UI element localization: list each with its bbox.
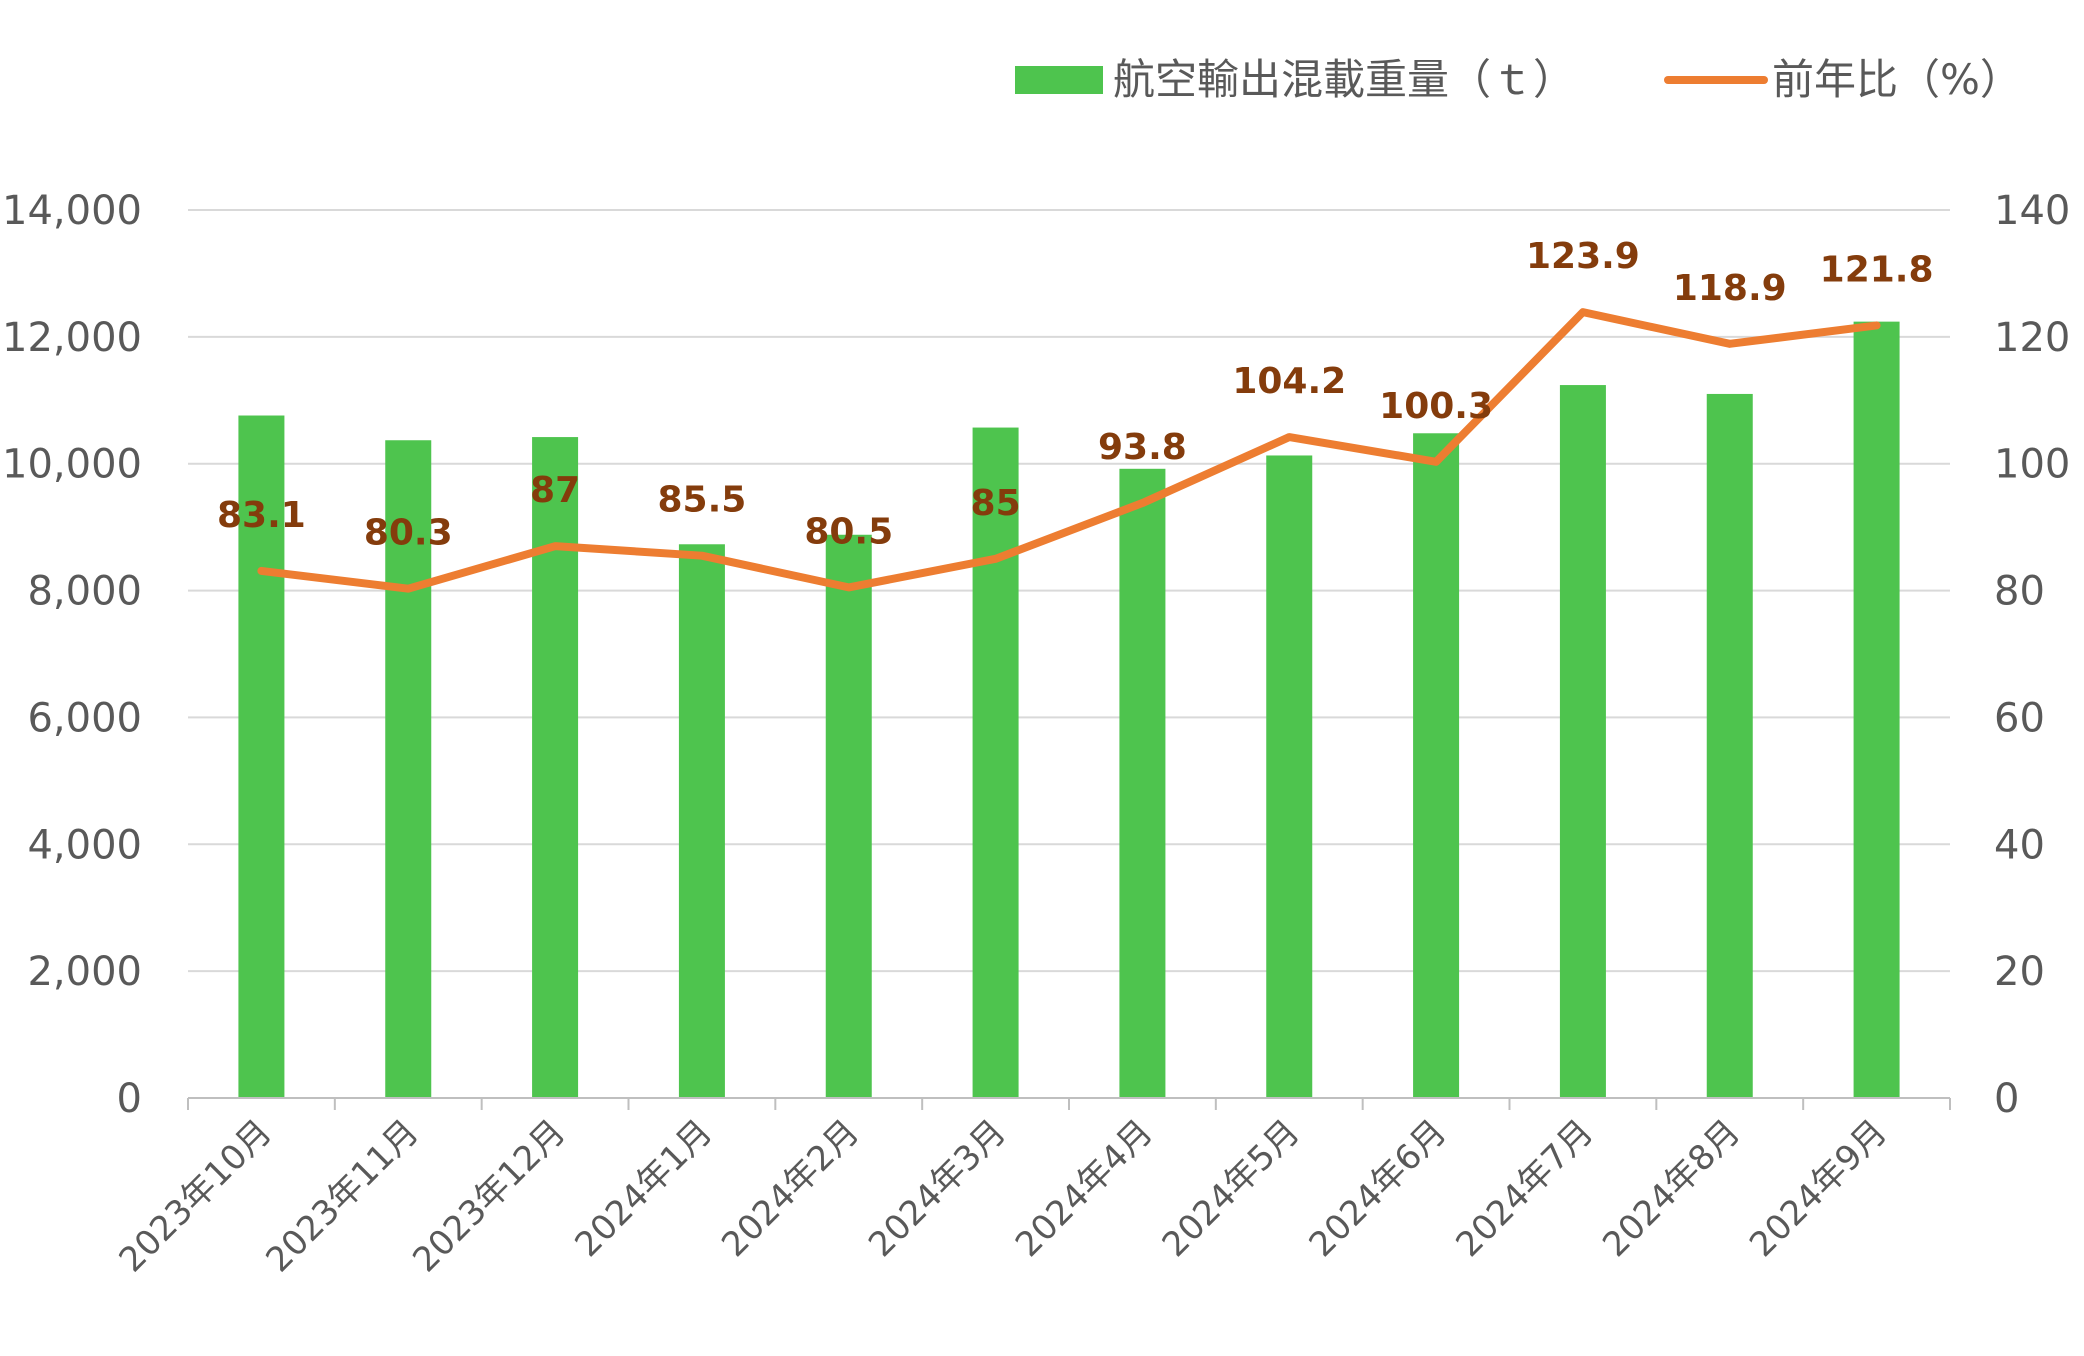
bar bbox=[385, 440, 432, 1098]
line-data-label: 93.8 bbox=[1098, 427, 1187, 468]
right-tick-label: 60 bbox=[1994, 695, 2045, 741]
left-tick-label: 0 bbox=[117, 1076, 142, 1122]
line-path bbox=[257, 308, 1881, 593]
bar-series bbox=[238, 321, 1900, 1099]
left-tick-label: 4,000 bbox=[27, 822, 142, 868]
line-data-label: 85.5 bbox=[658, 480, 747, 521]
right-tick-label: 0 bbox=[1994, 1076, 2019, 1122]
right-axis-ticks: 0 20 40 60 80 100 120 140 bbox=[1994, 188, 2070, 1122]
line-data-labels: 83.1 80.3 87 85.5 80.5 85 93.8 104.2 100.3 123.9 1… bbox=[217, 236, 1934, 554]
line-series bbox=[257, 308, 1881, 593]
line-data-label: 80.5 bbox=[804, 511, 893, 552]
x-axis-ticks: 2023年10月2023年11月2023年12月2024年1月2024年2月20… bbox=[112, 1112, 1895, 1280]
legend-label-bar: 航空輸出混載重量（ｔ） bbox=[1113, 55, 1575, 104]
bar bbox=[1706, 393, 1753, 1098]
x-tick-label: 2024年3月 bbox=[861, 1112, 1014, 1265]
bar bbox=[1559, 385, 1606, 1098]
right-tick-label: 40 bbox=[1994, 822, 2045, 868]
line-data-label: 121.8 bbox=[1820, 249, 1934, 290]
right-tick-label: 80 bbox=[1994, 569, 2045, 615]
left-tick-label: 12,000 bbox=[2, 315, 142, 361]
line-data-label: 123.9 bbox=[1526, 236, 1640, 277]
x-tick-label: 2024年2月 bbox=[714, 1112, 867, 1265]
legend-swatch-bar bbox=[1015, 66, 1103, 94]
bar bbox=[825, 534, 872, 1098]
right-tick-label: 120 bbox=[1994, 315, 2070, 361]
line-data-label: 118.9 bbox=[1673, 268, 1787, 309]
left-tick-label: 8,000 bbox=[27, 569, 142, 615]
x-tick-label: 2024年1月 bbox=[567, 1112, 720, 1265]
line-data-label: 80.3 bbox=[364, 513, 453, 554]
left-tick-label: 6,000 bbox=[27, 695, 142, 741]
line-data-label: 100.3 bbox=[1379, 386, 1493, 427]
right-tick-label: 140 bbox=[1994, 188, 2070, 234]
right-tick-label: 20 bbox=[1994, 949, 2045, 995]
x-tick-label: 2024年6月 bbox=[1302, 1112, 1455, 1265]
bar bbox=[972, 427, 1019, 1098]
x-tick-label: 2024年8月 bbox=[1595, 1112, 1748, 1265]
left-axis-ticks: 0 2,000 4,000 6,000 8,000 10,000 12,000 14,000 bbox=[2, 188, 142, 1122]
bar bbox=[1266, 455, 1313, 1098]
x-tick-label: 2023年10月 bbox=[112, 1112, 280, 1280]
bar bbox=[1119, 468, 1166, 1098]
bar bbox=[1853, 321, 1900, 1098]
line-data-label: 85 bbox=[971, 483, 1021, 524]
x-tick-label: 2023年11月 bbox=[258, 1112, 426, 1280]
bar bbox=[678, 544, 725, 1098]
x-tick-label: 2024年5月 bbox=[1155, 1112, 1308, 1265]
left-tick-label: 10,000 bbox=[2, 442, 142, 488]
line-data-label: 87 bbox=[530, 470, 580, 511]
legend-label-line: 前年比（%） bbox=[1772, 55, 2022, 104]
x-tick-label: 2023年12月 bbox=[405, 1112, 573, 1280]
bar bbox=[238, 415, 285, 1099]
bar bbox=[532, 437, 579, 1098]
x-tick-label: 2024年4月 bbox=[1008, 1112, 1161, 1265]
line-data-label: 83.1 bbox=[217, 495, 306, 536]
x-tick-label: 2024年9月 bbox=[1742, 1112, 1895, 1265]
left-tick-label: 14,000 bbox=[2, 188, 142, 234]
x-tick-label: 2024年7月 bbox=[1448, 1112, 1601, 1265]
left-tick-label: 2,000 bbox=[27, 949, 142, 995]
gridlines bbox=[188, 209, 1950, 973]
axes bbox=[187, 1097, 1951, 1110]
bar bbox=[1413, 433, 1460, 1099]
right-tick-label: 100 bbox=[1994, 442, 2070, 488]
line-data-label: 104.2 bbox=[1232, 361, 1346, 402]
legend: 航空輸出混載重量（ｔ） 前年比（%） bbox=[1015, 55, 2022, 104]
